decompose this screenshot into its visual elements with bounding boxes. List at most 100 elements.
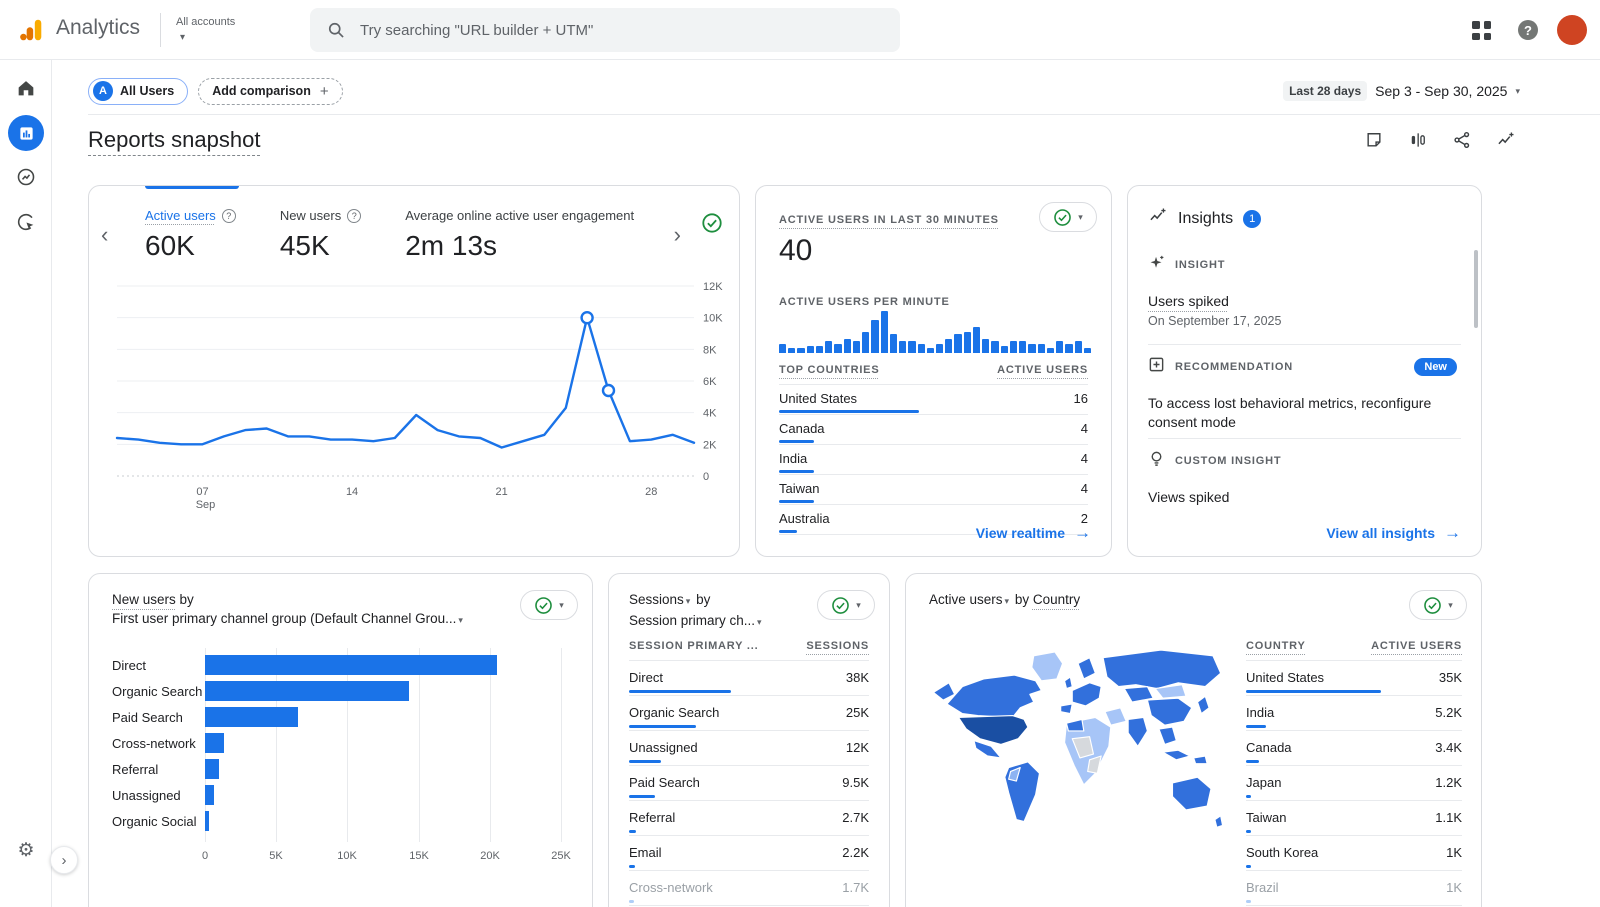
view-realtime-link[interactable]: View realtime → <box>976 523 1091 543</box>
minute-bar <box>1047 348 1054 353</box>
help-icon[interactable]: ? <box>347 209 361 223</box>
metric-name[interactable]: Active users <box>929 592 1003 607</box>
by-label: by <box>1011 592 1033 607</box>
svg-text:0: 0 <box>703 471 709 483</box>
metric-name[interactable]: New users <box>112 592 176 607</box>
avatar[interactable] <box>1557 15 1587 45</box>
page-title: Reports snapshot <box>88 127 260 153</box>
nav-explore-button[interactable] <box>8 159 44 195</box>
dimension-name[interactable]: First user primary channel group (Defaul… <box>112 611 456 626</box>
minute-bar <box>1075 341 1082 353</box>
account-switcher[interactable]: All accounts ▾ <box>176 12 235 43</box>
minute-bar <box>964 332 971 353</box>
table-row: United States35K <box>1246 661 1462 696</box>
row-label: India <box>779 451 807 466</box>
row-bar <box>629 795 655 798</box>
insights-icon[interactable] <box>1496 130 1516 150</box>
search-input[interactable] <box>360 22 884 39</box>
search-icon <box>326 20 346 40</box>
data-quality-button[interactable]: ▾ <box>520 590 578 620</box>
insight-section[interactable]: INSIGHT Users spiked On September 17, 20… <box>1148 254 1457 328</box>
row-bar <box>779 470 814 473</box>
data-quality-icon[interactable] <box>701 212 723 239</box>
column-header: TOP COUNTRIES <box>779 364 879 376</box>
bar-row: Referral <box>112 756 568 782</box>
nav-home-button[interactable] <box>8 70 44 106</box>
data-quality-button[interactable]: ▾ <box>817 590 875 620</box>
date-range-picker[interactable]: Last 28 days Sep 3 - Sep 30, 2025 ▾ <box>1283 81 1520 101</box>
bar-label: Direct <box>112 658 205 673</box>
metric-value: 2m 13s <box>405 230 634 262</box>
row-value: 1K <box>1446 845 1462 860</box>
row-value: 3.4K <box>1435 740 1462 755</box>
table-row: Taiwan 4 <box>779 475 1088 505</box>
row-label: Canada <box>779 421 825 436</box>
svg-text:28: 28 <box>645 486 657 498</box>
svg-text:6K: 6K <box>703 376 717 388</box>
row-value: 1K <box>1446 880 1462 895</box>
page-header: Reports snapshot <box>88 122 1516 158</box>
nav-reports-button[interactable] <box>8 115 44 151</box>
table-row: Referral2.7K <box>629 801 869 836</box>
metric-active-users[interactable]: Active users? 60K <box>145 208 236 262</box>
row-label: Cross-network <box>629 880 713 895</box>
help-icon[interactable]: ? <box>1518 20 1538 40</box>
google-apps-icon[interactable] <box>1472 21 1491 40</box>
minute-bar <box>982 339 989 353</box>
data-quality-button[interactable]: ▾ <box>1039 202 1097 232</box>
all-users-chip[interactable]: A All Users <box>88 78 188 105</box>
note-icon[interactable] <box>1364 130 1384 150</box>
new-badge: New <box>1414 358 1457 376</box>
row-value: 38K <box>846 670 869 685</box>
row-value: 12K <box>846 740 869 755</box>
row-bar <box>629 690 731 693</box>
bar-label: Organic Social <box>112 814 205 829</box>
bar-row: Organic Search <box>112 678 568 704</box>
expand-nav-button[interactable]: › <box>50 846 78 874</box>
metric-engagement[interactable]: Average online active user engagement 2m… <box>405 208 634 262</box>
table-row: United States16 <box>779 385 1088 415</box>
row-label: Australia <box>779 511 830 526</box>
scrollbar[interactable] <box>1474 250 1478 328</box>
global-search[interactable] <box>310 8 900 52</box>
nav-admin-button[interactable]: ⚙ <box>8 832 44 868</box>
metric-name[interactable]: Sessions <box>629 592 684 607</box>
minute-bar <box>871 320 878 353</box>
add-comparison-button[interactable]: Add comparison + <box>198 78 342 105</box>
minute-bar <box>908 341 915 353</box>
insight-subtitle: On September 17, 2025 <box>1148 314 1457 328</box>
recommendation-section[interactable]: RECOMMENDATION New To access lost behavi… <box>1148 356 1457 432</box>
share-icon[interactable] <box>1452 130 1472 150</box>
dimension-name[interactable]: Session primary ch... <box>629 613 755 628</box>
hbar-xlabels: 05K10K15K20K25K <box>205 850 562 864</box>
row-value: 4 <box>1081 451 1088 466</box>
minute-bar <box>936 344 943 353</box>
minute-bar <box>954 334 961 353</box>
nav-advertising-button[interactable] <box>8 204 44 240</box>
view-all-insights-link[interactable]: View all insights → <box>1326 523 1461 543</box>
carousel-next-button[interactable]: › <box>674 222 681 248</box>
row-bar <box>779 500 814 503</box>
data-quality-button[interactable]: ▾ <box>1409 590 1467 620</box>
minute-bar <box>862 332 869 353</box>
comparison-a-badge: A <box>93 81 113 101</box>
dimension-name[interactable]: Country <box>1033 592 1080 607</box>
row-value: 4 <box>1081 481 1088 496</box>
row-bar <box>629 865 635 868</box>
metric-new-users[interactable]: New users? 45K <box>280 208 361 262</box>
custom-insight-section[interactable]: CUSTOM INSIGHT Views spiked <box>1148 450 1457 505</box>
help-icon[interactable]: ? <box>222 209 236 223</box>
sessions-table-wrap: SESSION PRIMARY ... SESSIONS Direct38KOr… <box>629 640 869 906</box>
row-bar <box>629 760 661 763</box>
minute-bar <box>945 339 952 353</box>
active-metric-indicator <box>145 186 239 189</box>
customize-report-icon[interactable] <box>1408 130 1428 150</box>
countries-table-wrap: COUNTRY ACTIVE USERS United States35KInd… <box>1246 640 1462 906</box>
new-users-card: New users by First user primary channel … <box>88 573 593 907</box>
divider <box>1148 344 1461 345</box>
account-label: All accounts <box>176 16 235 28</box>
row-bar <box>629 830 636 833</box>
row-label: Unassigned <box>629 740 698 755</box>
carousel-prev-button[interactable]: ‹ <box>101 222 108 248</box>
row-label: Taiwan <box>779 481 819 496</box>
